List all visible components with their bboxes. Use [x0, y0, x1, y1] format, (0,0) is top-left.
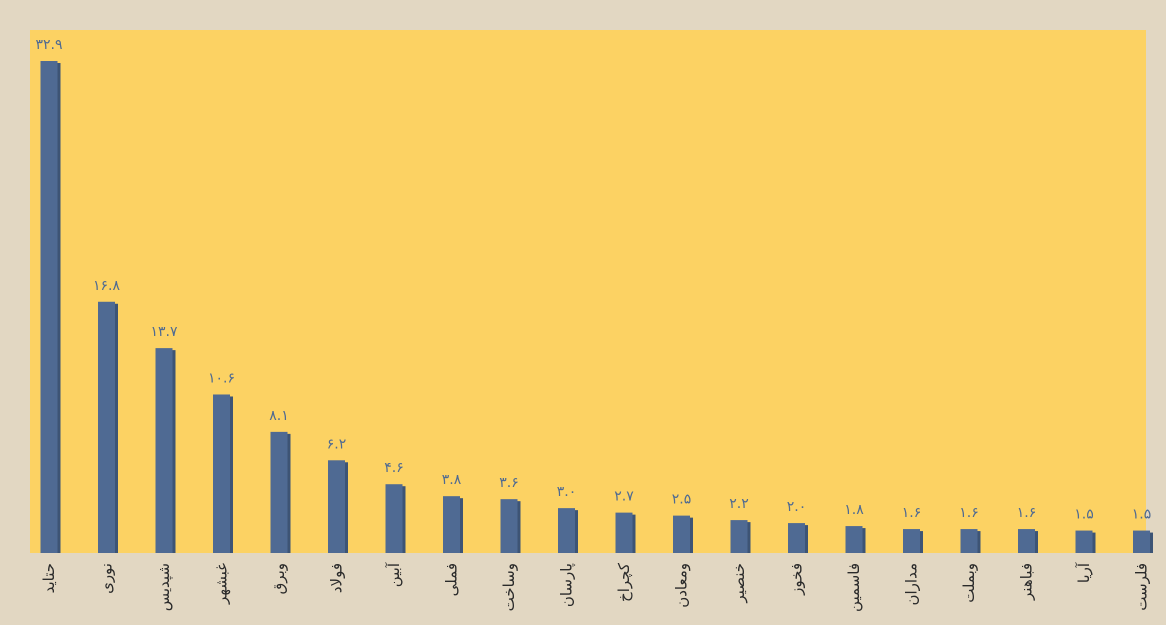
category-tick-label: غبشهر	[213, 563, 231, 605]
bar	[385, 484, 403, 553]
data-label: ۱.۸	[844, 502, 864, 518]
data-label: ۱.۶	[902, 505, 922, 521]
bar	[960, 529, 978, 553]
bar	[1018, 529, 1035, 553]
bar	[558, 508, 575, 553]
plot-area	[30, 30, 1146, 553]
bar	[730, 520, 748, 553]
category-labels-group: حتاید نوری شپدیس غبشهر وبرق فولاد آبین فملی وساخ…	[40, 562, 1151, 612]
category-tick-label: حتاید	[40, 563, 58, 593]
category-tick-label: فلرست	[1133, 563, 1151, 611]
category-tick-label: کچراخ	[615, 562, 633, 602]
data-label: ۱.۵	[1132, 507, 1152, 523]
category-tick-label: مداران	[903, 563, 921, 606]
data-label: ۱.۶	[1017, 505, 1037, 521]
category-tick-label: فولاد	[328, 563, 346, 593]
bar	[155, 348, 173, 553]
bar	[615, 512, 633, 553]
data-label: ۲.۲	[729, 496, 749, 512]
data-label: ۳.۶	[499, 475, 519, 491]
category-tick-label: ومعادن	[673, 563, 691, 608]
category-tick-label: فملی	[443, 563, 461, 596]
bar	[788, 523, 805, 553]
bar	[1075, 530, 1093, 553]
bar	[1133, 530, 1150, 553]
bar	[98, 301, 115, 553]
data-label: ۳۲.۹	[35, 37, 62, 53]
category-tick-label: پارسان	[558, 563, 577, 607]
data-label: ۸.۱	[269, 408, 289, 424]
bar	[845, 526, 863, 553]
bar	[270, 431, 288, 553]
bar	[673, 515, 690, 553]
category-tick-label: وبرق	[270, 563, 288, 594]
data-label: ۳.۰	[557, 484, 577, 500]
category-tick-label: فباهنر	[1018, 563, 1036, 601]
category-tick-label: خنصیر	[730, 563, 748, 604]
category-tick-label: شپدیس	[155, 563, 174, 611]
category-tick-label: نوری	[98, 563, 116, 594]
bar	[328, 460, 345, 553]
bar	[443, 496, 460, 553]
data-label: ۲.۰	[787, 499, 807, 515]
data-label: ۱.۵	[1074, 507, 1094, 523]
data-label: ۱۳.۷	[150, 324, 177, 340]
data-label: ۱۰.۶	[208, 370, 235, 386]
data-label: ۲.۵	[672, 492, 692, 508]
value-labels-group: ۳۲.۹ ۱۶.۸ ۱۳.۷ ۱۰.۶ ۸.۱ ۶.۲ ۴.۶ ۳.۸ ۳.۶ ۳.۰ ۲.۷ ۲.۵…	[35, 37, 1152, 523]
category-tick-label: وساخت	[500, 563, 518, 611]
bar	[40, 61, 58, 553]
bars-group	[40, 61, 1153, 553]
data-label: ۳.۸	[442, 472, 462, 488]
category-tick-label: فخوز	[788, 563, 806, 596]
data-label: ۴.۶	[384, 460, 404, 476]
data-label: ۶.۲	[327, 436, 347, 452]
category-tick-label: آریا	[1075, 562, 1093, 583]
data-label: ۲.۷	[614, 489, 634, 505]
category-tick-label: آبین	[385, 562, 403, 587]
category-tick-label: فاسمین	[845, 563, 863, 612]
category-tick-label: وبملت	[960, 563, 978, 603]
data-label: ۱.۶	[959, 505, 979, 521]
bar	[903, 529, 920, 553]
bar	[500, 499, 518, 553]
data-label: ۱۶.۸	[93, 278, 120, 294]
bar	[213, 394, 230, 553]
